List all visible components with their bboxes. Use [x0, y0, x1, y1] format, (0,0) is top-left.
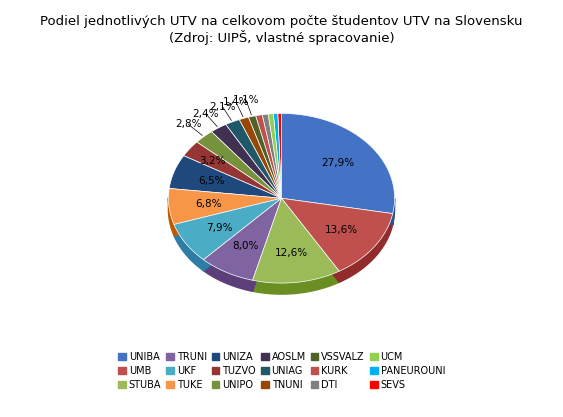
Polygon shape [282, 198, 393, 271]
Polygon shape [226, 120, 282, 198]
Polygon shape [273, 113, 282, 198]
Polygon shape [174, 198, 282, 236]
Polygon shape [197, 132, 282, 198]
Text: 13,6%: 13,6% [325, 225, 359, 235]
Polygon shape [282, 198, 339, 282]
Polygon shape [253, 198, 339, 283]
Polygon shape [168, 188, 282, 224]
Text: 8,0%: 8,0% [233, 241, 259, 251]
Polygon shape [253, 271, 339, 294]
Polygon shape [204, 260, 253, 291]
Polygon shape [282, 113, 395, 214]
Polygon shape [282, 198, 393, 225]
Polygon shape [393, 198, 395, 225]
Text: 6,5%: 6,5% [199, 176, 225, 186]
Polygon shape [174, 224, 204, 271]
Polygon shape [174, 198, 282, 236]
Polygon shape [253, 198, 282, 291]
Text: 1,4%: 1,4% [223, 97, 249, 107]
Text: 1,1%: 1,1% [233, 95, 260, 105]
Polygon shape [174, 198, 282, 260]
Polygon shape [282, 198, 393, 225]
Polygon shape [204, 198, 282, 280]
Text: 2,4%: 2,4% [193, 109, 219, 119]
Polygon shape [268, 114, 282, 198]
Polygon shape [282, 198, 339, 282]
Text: 3,2%: 3,2% [199, 156, 226, 166]
Text: 27,9%: 27,9% [321, 158, 355, 168]
Polygon shape [239, 117, 282, 198]
Polygon shape [204, 198, 282, 271]
Text: 2,1%: 2,1% [209, 102, 236, 112]
Text: 7,9%: 7,9% [206, 223, 233, 233]
Polygon shape [248, 116, 282, 198]
Polygon shape [204, 198, 282, 271]
Polygon shape [278, 113, 282, 198]
Polygon shape [184, 142, 282, 198]
Text: 2,8%: 2,8% [175, 119, 202, 129]
Polygon shape [339, 214, 393, 282]
Polygon shape [256, 115, 282, 198]
Polygon shape [253, 198, 282, 291]
Polygon shape [169, 156, 282, 198]
Polygon shape [212, 125, 282, 198]
Legend: UNIBA, UMB, STUBA, TRUNI, UKF, TUKE, UNIZA, TUZVO, UNIPO, AOSLM, UNIAG, TNUNI, V: UNIBA, UMB, STUBA, TRUNI, UKF, TUKE, UNI… [114, 348, 449, 394]
Text: 12,6%: 12,6% [275, 248, 308, 258]
Title: Podiel jednotlivých UTV na celkovom počte študentov UTV na Slovensku
(Zdroj: UIP: Podiel jednotlivých UTV na celkovom počt… [40, 15, 523, 45]
Polygon shape [168, 198, 174, 236]
Polygon shape [262, 114, 282, 198]
Text: 6,8%: 6,8% [195, 199, 222, 209]
